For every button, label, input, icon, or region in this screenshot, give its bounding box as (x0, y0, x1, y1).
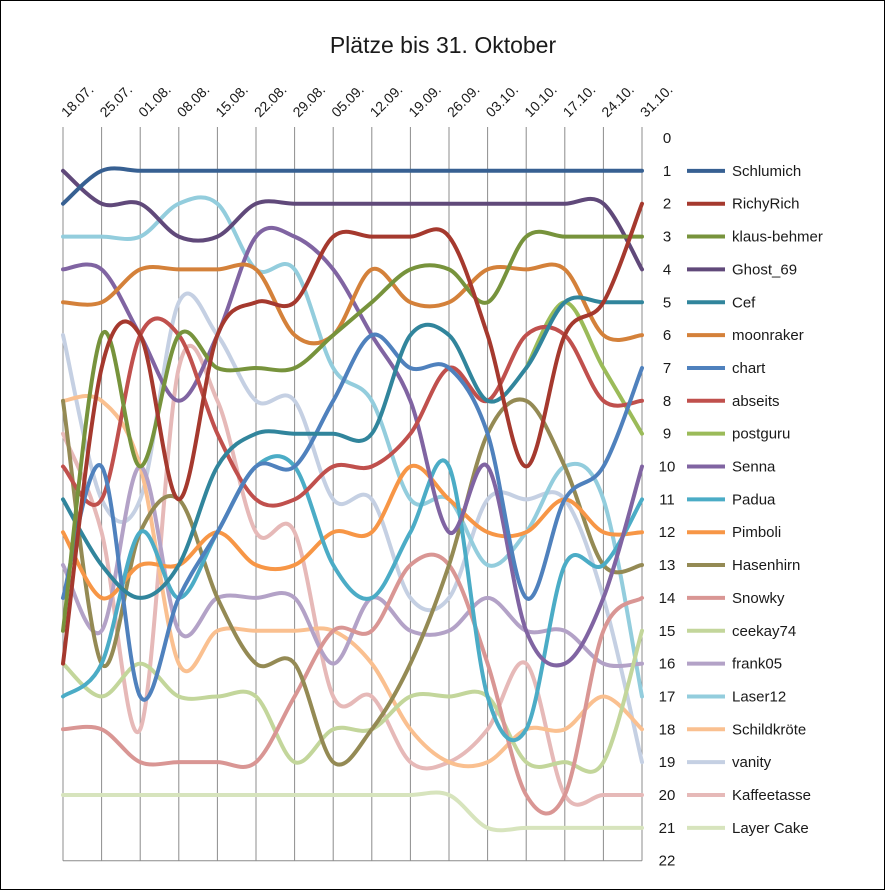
y-tick-label: 10 (659, 459, 676, 476)
x-tick-label: 01.08. (135, 81, 174, 120)
legend-label-chart: chart (732, 360, 766, 377)
series-line-kaffeetasse (61, 343, 644, 807)
y-tick-label: 13 (659, 557, 676, 574)
series-line-ceekay74 (61, 628, 644, 774)
x-tick-label: 18.07. (58, 81, 97, 120)
y-tick-label: 17 (659, 688, 676, 705)
x-tick-label: 26.09. (444, 81, 483, 120)
series-line-moonraker (61, 262, 644, 346)
y-tick-label: 8 (663, 393, 671, 410)
series-line-cef (61, 295, 644, 600)
legend-label-snowky: Snowky (732, 590, 785, 607)
legend-label-senna: Senna (732, 459, 776, 476)
x-tick-label: 25.07. (96, 81, 135, 120)
legend-label-richyrich: RichyRich (732, 196, 800, 213)
legend-label-padua: Padua (732, 491, 776, 508)
series-line-chart (61, 332, 644, 702)
y-tick-label: 16 (659, 656, 676, 673)
legend-label-moonraker: moonraker (732, 327, 804, 344)
y-tick-label: 5 (663, 294, 671, 311)
y-tick-label: 14 (659, 590, 676, 607)
x-tick-label: 15.08. (212, 81, 251, 120)
legend-label-ghost-69: Ghost_69 (732, 261, 797, 278)
x-tick-label: 17.10. (560, 81, 599, 120)
series-lines (61, 166, 644, 833)
x-tick-label: 24.10. (598, 81, 637, 120)
y-tick-label: 11 (659, 491, 675, 508)
x-axis-tick-labels: 18.07. 25.07. 01.08. 08.08. 15.08. 22.08. 29.0… (58, 81, 676, 120)
legend-label-abseits: abseits (732, 393, 780, 410)
series-line-ghost-69 (61, 168, 644, 272)
y-tick-label: 1 (663, 163, 671, 180)
legend-label-laser12: Laser12 (732, 688, 786, 705)
x-tick-label: 31.10. (637, 81, 676, 120)
y-tick-label: 20 (659, 787, 676, 804)
y-tick-label: 22 (659, 853, 676, 870)
legend-label-ceekay74: ceekay74 (732, 623, 796, 640)
legend-label-cef: Cef (732, 294, 756, 311)
x-tick-label: 03.10. (482, 81, 521, 120)
series-line-snowky (61, 552, 644, 816)
y-tick-label: 18 (659, 721, 676, 738)
legend-label-postguru: postguru (732, 426, 790, 443)
y-tick-label: 7 (663, 360, 671, 377)
series-line-richyrich (61, 201, 644, 666)
y-tick-label: 3 (663, 229, 671, 246)
x-tick-label: 10.10. (521, 81, 560, 120)
y-tick-label: 19 (659, 754, 676, 771)
x-tick-label: 08.08. (174, 81, 213, 120)
y-tick-label: 4 (663, 261, 671, 278)
series-line-postguru (524, 300, 644, 436)
series-line-pimboli (61, 463, 644, 601)
y-tick-label: 21 (659, 820, 676, 837)
y-tick-label: 6 (663, 327, 671, 344)
legend-label-vanity: vanity (732, 754, 772, 771)
x-tick-label: 19.09. (405, 81, 444, 120)
legend-label-frank05: frank05 (732, 656, 782, 673)
x-tick-label: 05.09. (328, 81, 367, 120)
x-tick-label: 12.09. (367, 81, 406, 120)
legend-label-schlumich: Schlumich (732, 163, 801, 180)
x-tick-label: 22.08. (251, 81, 290, 120)
y-tick-label: 15 (659, 623, 676, 640)
series-line-layer-cake (61, 790, 644, 833)
legend-label-schildkr-te: Schildkröte (732, 721, 806, 738)
legend: Schlumich RichyRich klaus-behmer Ghost_69 Ce… (687, 163, 823, 837)
chart-title: Plätze bis 31. Oktober (330, 32, 557, 58)
legend-label-kaffeetasse: Kaffeetasse (732, 787, 811, 804)
x-tick-label: 29.08. (289, 81, 328, 120)
legend-label-klaus-behmer: klaus-behmer (732, 229, 823, 246)
gridlines (62, 127, 643, 862)
legend-label-pimboli: Pimboli (732, 524, 781, 541)
y-tick-label: 12 (659, 524, 676, 541)
series-line-klaus-behmer (61, 229, 644, 633)
series-line-padua (61, 454, 644, 743)
y-tick-label: 0 (663, 130, 671, 147)
y-tick-label: 9 (663, 426, 671, 443)
y-tick-label: 2 (663, 196, 671, 213)
series-line-frank05 (61, 464, 644, 669)
series-line-schlumich (61, 166, 644, 206)
series-line-hasenhirn (61, 397, 644, 767)
legend-label-layer-cake: Layer Cake (732, 820, 809, 837)
legend-label-hasenhirn: Hasenhirn (732, 557, 800, 574)
series-line-vanity (61, 291, 644, 765)
